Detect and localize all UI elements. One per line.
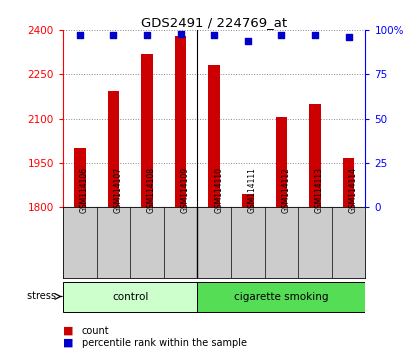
Text: cigarette smoking: cigarette smoking (234, 292, 328, 302)
Text: control: control (112, 292, 148, 302)
Text: GSM114109: GSM114109 (181, 167, 189, 213)
Title: GDS2491 / 224769_at: GDS2491 / 224769_at (141, 16, 287, 29)
Bar (242, 194, 254, 207)
Point (144, 33, 150, 38)
Point (345, 34, 352, 40)
Text: GSM114114: GSM114114 (349, 167, 357, 213)
Text: ■: ■ (63, 326, 74, 336)
Bar (141, 54, 153, 207)
Text: GSM114108: GSM114108 (147, 167, 156, 213)
Point (110, 33, 117, 38)
Point (312, 33, 318, 38)
Text: ■: ■ (63, 338, 74, 348)
Bar (208, 65, 220, 207)
Bar (343, 159, 354, 207)
Point (177, 31, 184, 36)
Bar (197, 282, 365, 312)
Text: GSM114106: GSM114106 (80, 167, 89, 213)
Bar (74, 148, 86, 207)
Point (278, 33, 285, 38)
Text: count: count (82, 326, 110, 336)
Text: stress: stress (27, 291, 59, 302)
Bar (309, 104, 321, 207)
Bar (63, 282, 197, 312)
Point (211, 33, 218, 38)
Text: GSM114112: GSM114112 (281, 167, 290, 213)
Text: GSM114107: GSM114107 (113, 167, 122, 213)
Bar (175, 36, 186, 207)
Text: GSM114111: GSM114111 (248, 167, 257, 213)
Bar (276, 117, 287, 207)
Point (76, 33, 83, 38)
Bar (108, 91, 119, 207)
Text: percentile rank within the sample: percentile rank within the sample (82, 338, 247, 348)
Text: GSM114113: GSM114113 (315, 167, 324, 213)
Point (244, 38, 251, 44)
Text: GSM114110: GSM114110 (214, 167, 223, 213)
